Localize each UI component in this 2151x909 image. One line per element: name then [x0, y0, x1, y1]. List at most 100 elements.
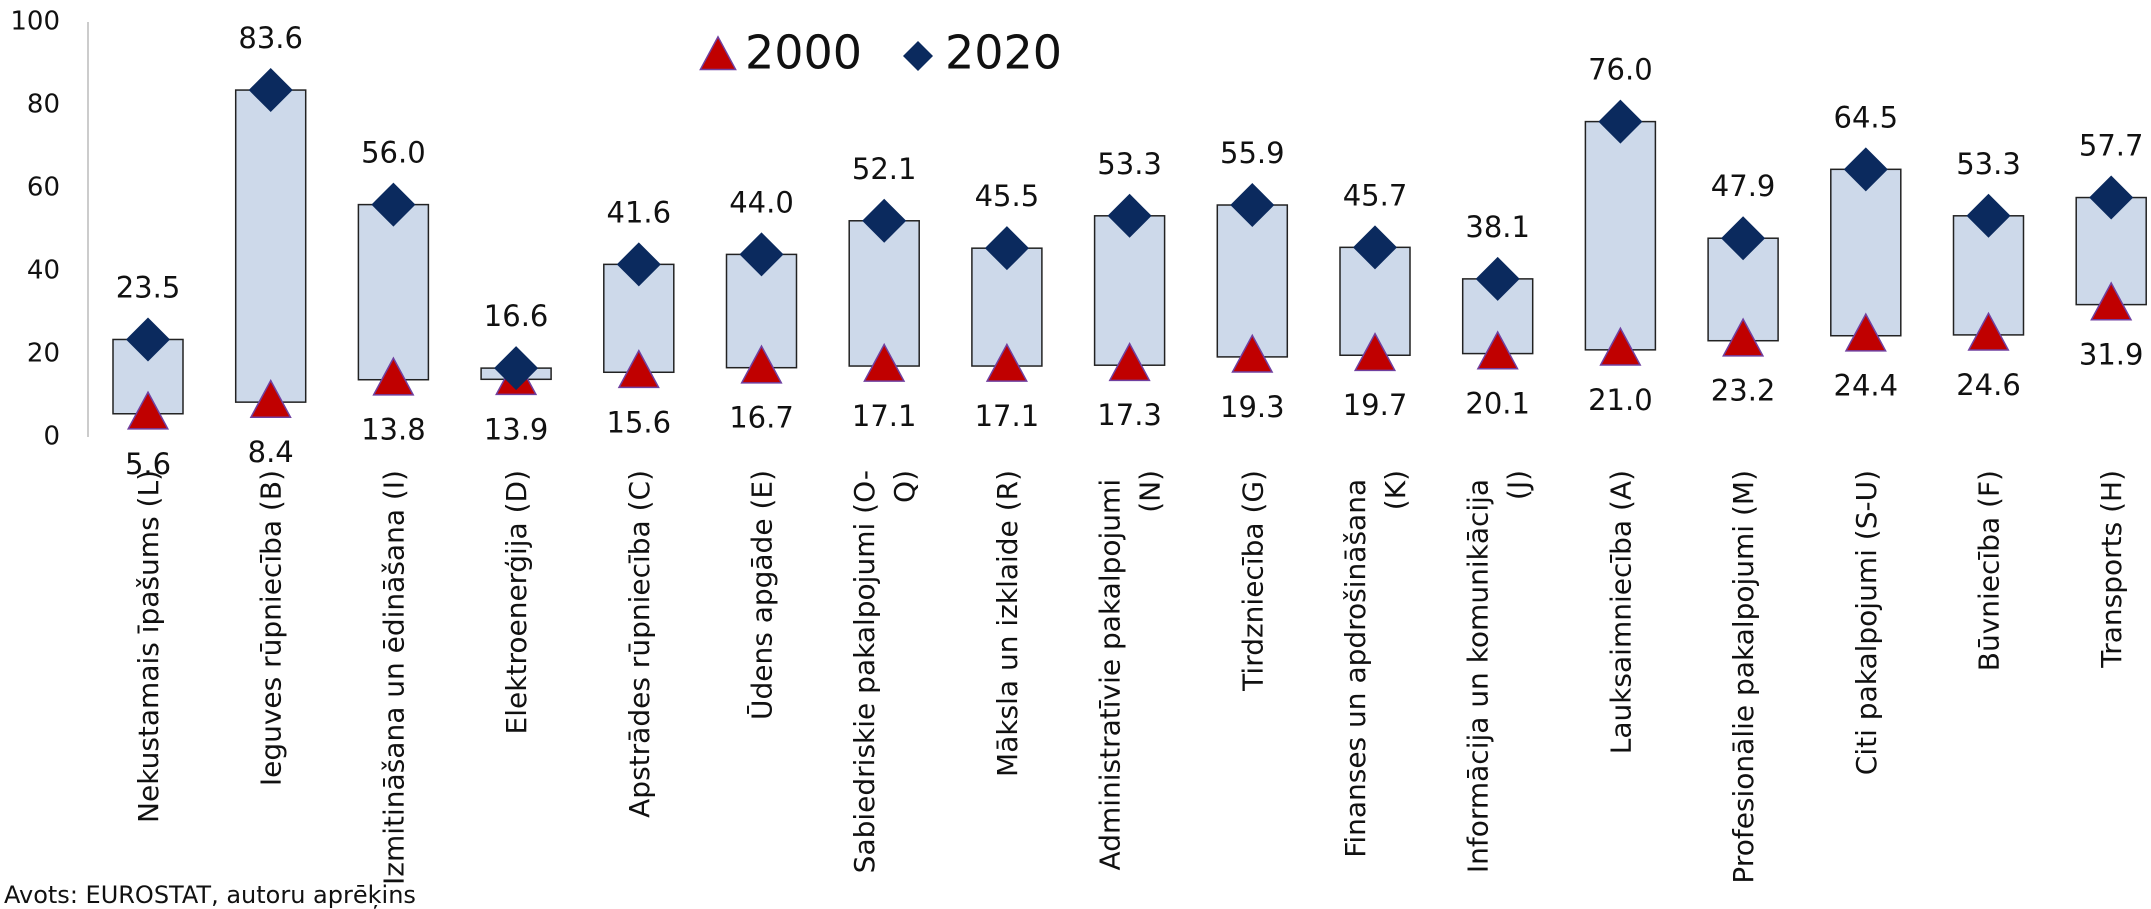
marker-2020 [2089, 175, 2134, 220]
marker-2020 [1107, 193, 1152, 238]
legend-label: 2000 [745, 26, 862, 80]
value-label-2020: 45.7 [1343, 178, 1408, 212]
marker-2020 [494, 346, 539, 391]
x-tick-label: Ūdens apgāde (E) [745, 470, 779, 720]
value-label-2000: 13.8 [361, 413, 426, 447]
value-label-2000: 13.9 [484, 412, 549, 446]
value-label-2000: 17.1 [852, 399, 917, 433]
marker-2020 [248, 68, 293, 113]
value-label-2020: 23.5 [116, 270, 181, 304]
y-tick-label: 100 [10, 7, 60, 37]
value-label-2020: 16.6 [484, 299, 549, 333]
range-bar [234, 89, 307, 403]
value-label-2000: 15.6 [607, 405, 672, 439]
marker-2020 [984, 226, 1029, 271]
value-label-2020: 52.1 [852, 152, 917, 186]
marker-2000 [1353, 332, 1397, 372]
marker-2020 [1353, 225, 1397, 270]
value-label-2000: 19.3 [1220, 390, 1285, 424]
marker-2000 [863, 342, 906, 382]
value-label-2020: 76.0 [1588, 53, 1653, 87]
x-tick-label: Informācija un komunikācija (J) [1462, 470, 1535, 873]
y-tick-label: 60 [27, 173, 60, 203]
value-label-2020: 47.9 [1711, 169, 1776, 203]
value-label-2000: 5.6 [125, 447, 171, 481]
y-tick-label: 40 [27, 256, 60, 286]
marker-2020 [1230, 183, 1275, 228]
marker-2000 [740, 344, 783, 384]
x-tick-label: Nekustamais īpašums (L) [132, 470, 165, 823]
range-bar [848, 220, 920, 367]
y-tick-label: 20 [27, 339, 60, 369]
value-label-2000: 24.4 [1834, 369, 1899, 403]
marker-2000 [372, 356, 415, 396]
range-bar [1584, 120, 1657, 351]
x-tick-label: Finanses un apdrošināšana (K) [1339, 470, 1412, 858]
x-tick-label: Transports (H) [2095, 470, 2128, 669]
range-bar [1093, 215, 1166, 366]
source: Avots: EUROSTAT, autoru aprēķins [4, 881, 416, 909]
x-tick-label: Izmitināšana un ēdināšana (I) [377, 470, 410, 885]
value-label-2000: 21.0 [1588, 383, 1653, 417]
marker-2020 [1598, 99, 1643, 144]
x-tick-label: Būvniecība (F) [1973, 470, 2006, 671]
value-label-2020: 45.5 [975, 179, 1040, 213]
marker-2000 [1722, 317, 1765, 357]
x-tick-label: Apstrādes rūpniecība (C) [623, 470, 656, 818]
marker-2000 [249, 378, 292, 419]
x-tick-label: Administratīvie pakalpojumi (N) [1094, 470, 1167, 870]
x-tick-label: Tirdzniecība (G) [1236, 470, 1269, 692]
y-tick-label: 80 [27, 90, 60, 120]
value-label-2020: 55.9 [1220, 136, 1285, 170]
value-label-2020: 56.0 [361, 136, 426, 170]
value-label-2020: 53.3 [1956, 147, 2021, 181]
value-label-2000: 24.6 [1956, 368, 2021, 402]
marker-2020 [1843, 147, 1888, 192]
marker-2000 [1231, 333, 1274, 373]
value-label-2000: 23.2 [1711, 374, 1776, 408]
marker-2000 [1967, 311, 2010, 351]
legend-label: 2020 [945, 26, 1062, 80]
marker-2020 [371, 182, 416, 227]
marker-2000 [985, 342, 1028, 382]
marker-2000 [126, 390, 170, 430]
x-tick-label: Lauksaimniecība (A) [1604, 470, 1637, 754]
x-tick-label: Elektroenerģija (D) [500, 470, 533, 734]
marker-2020 [1721, 216, 1766, 261]
value-label-2000: 16.7 [729, 401, 794, 435]
marker-2000 [1108, 342, 1151, 382]
marker-2020 [126, 317, 170, 362]
x-tick-label: Citi pakalpojumi (S-U) [1850, 470, 1883, 775]
range-bar [357, 203, 430, 381]
marker-2020 [862, 198, 907, 243]
legend-marker-2000 [699, 35, 737, 71]
value-label-2000: 19.7 [1343, 388, 1408, 422]
marker-2000 [2090, 281, 2133, 321]
legend-marker-2020 [903, 41, 933, 71]
value-label-2020: 83.6 [238, 21, 303, 55]
marker-2000 [1844, 312, 1887, 352]
value-label-2000: 17.3 [1097, 398, 1162, 432]
x-tick-label: Sabiedriskie pakalpojumi (O- Q) [848, 470, 921, 873]
marker-2020 [1475, 256, 1520, 301]
value-label-2020: 53.3 [1097, 147, 1162, 181]
value-label-2020: 44.0 [729, 185, 794, 219]
marker-2000 [1599, 326, 1642, 366]
value-label-2000: 17.1 [975, 399, 1040, 433]
value-label-2020: 64.5 [1834, 100, 1899, 134]
value-label-2000: 20.1 [1465, 387, 1530, 421]
x-tick-label: Ieguves rūpniecība (B) [255, 470, 288, 786]
x-tick-label: Māksla un izklaide (R) [991, 470, 1024, 777]
range-bar [1216, 204, 1289, 358]
value-label-2020: 57.7 [2079, 129, 2144, 163]
marker-2020 [1966, 193, 2011, 238]
value-label-2000: 31.9 [2079, 338, 2144, 372]
marker-2020 [616, 242, 661, 287]
marker-2000 [1476, 330, 1519, 370]
x-tick-label: Profesionālie pakalpojumi (M) [1727, 470, 1760, 884]
y-tick-label: 0 [43, 422, 60, 452]
range-bar [1830, 168, 1902, 337]
value-label-2020: 38.1 [1465, 210, 1530, 244]
value-label-2000: 8.4 [248, 435, 294, 469]
